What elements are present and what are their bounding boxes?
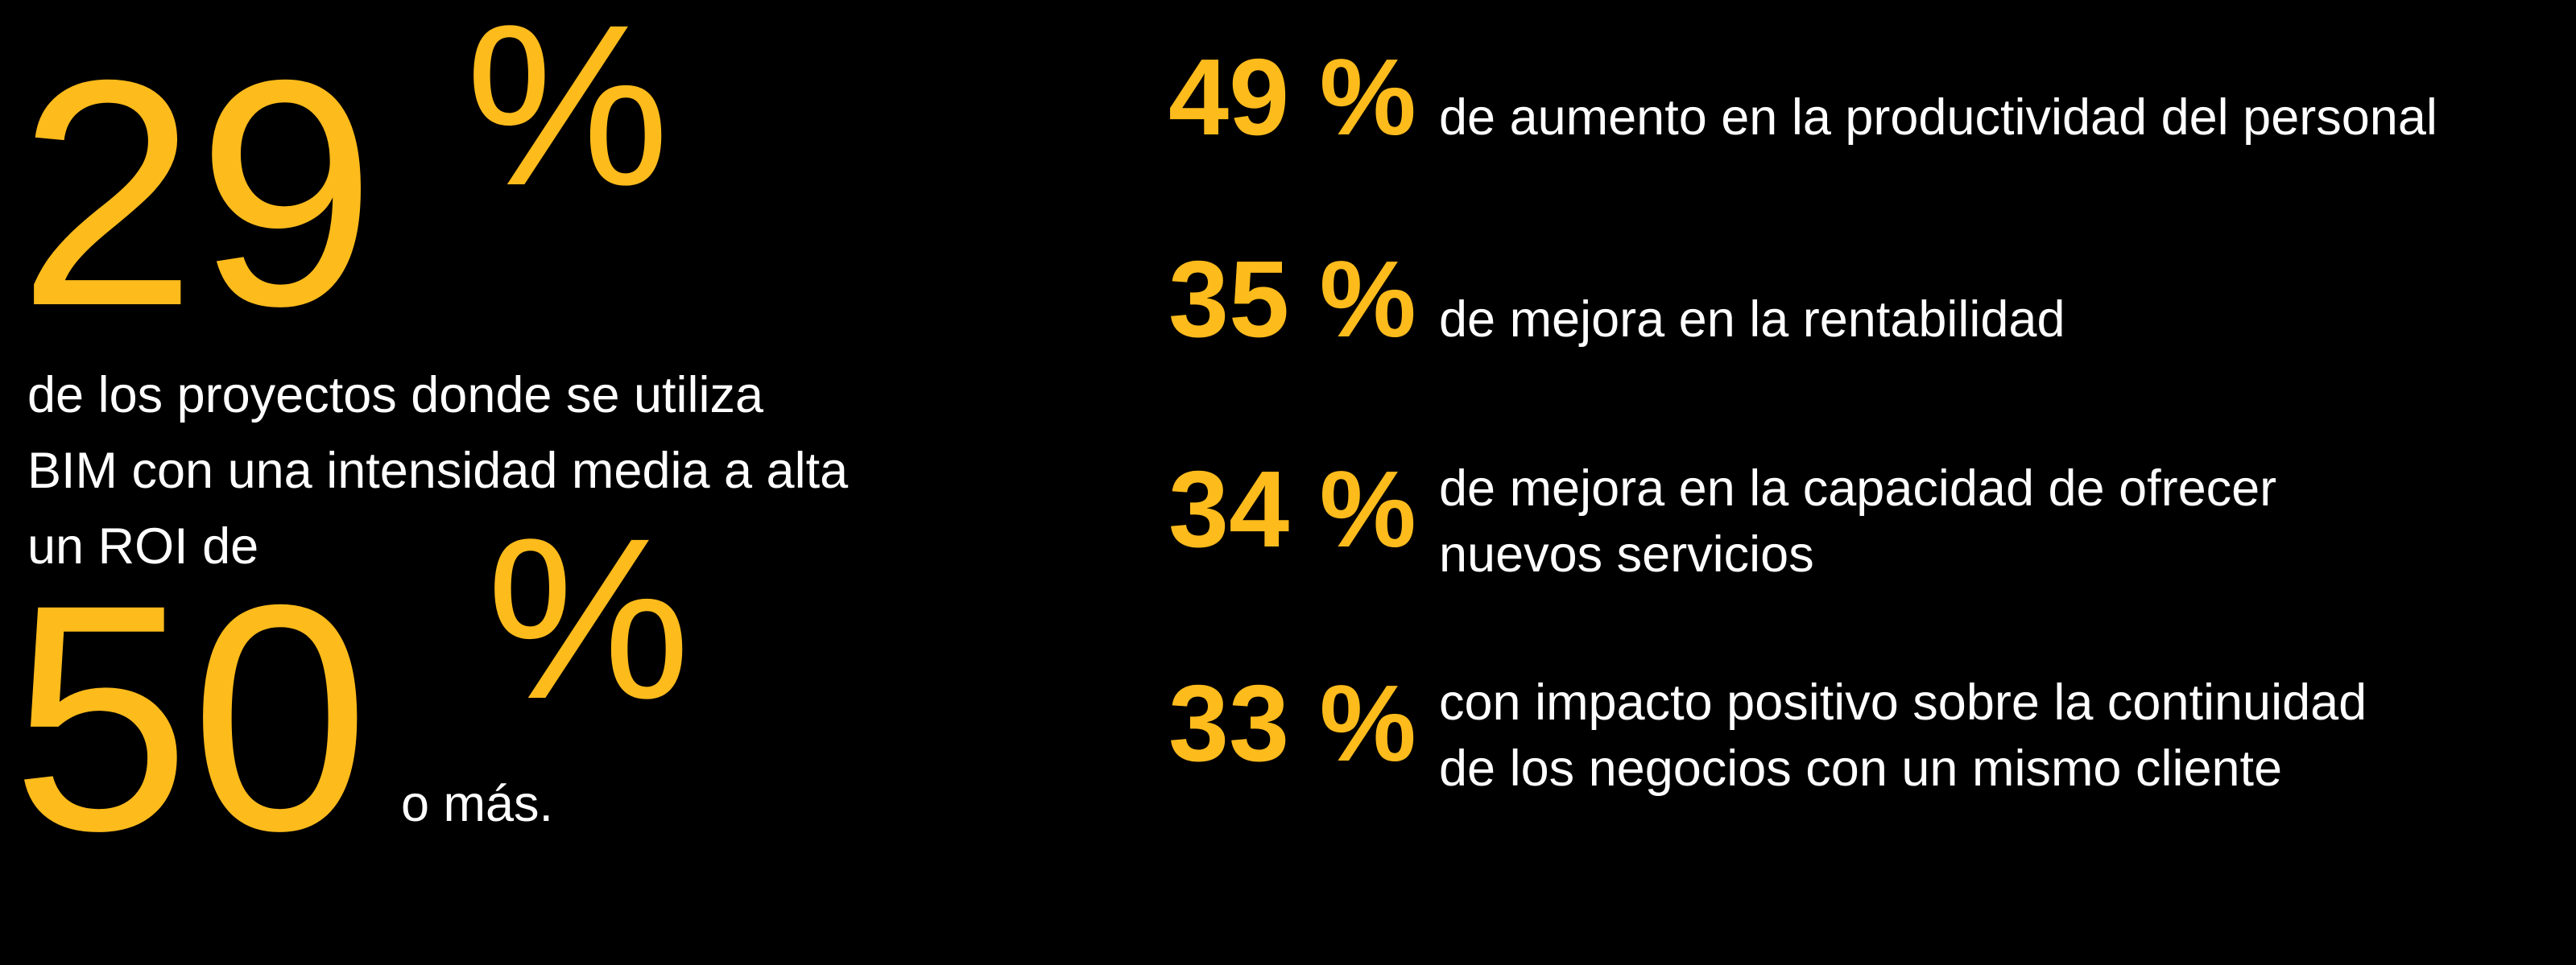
suffix-text: o más. [401, 776, 553, 832]
stat-description: nuevos servicios [1439, 526, 1814, 583]
big-number: 29 [18, 13, 376, 373]
stat-description: de mejora en la capacidad de ofrecer [1439, 460, 2276, 517]
body-text: de los proyectos donde se utiliza [27, 367, 764, 423]
stat-description: de aumento en la productividad del perso… [1439, 89, 2437, 146]
stat-value: 35 % [1168, 238, 1416, 360]
percent-sign: % [465, 0, 669, 233]
body-text: un ROI de [27, 518, 258, 575]
stat-value: 34 % [1168, 448, 1416, 570]
body-text: BIM con una intensidad media a alta [27, 443, 849, 499]
big-number: 50 [11, 538, 370, 897]
stat-description: de mejora en la rentabilidad [1439, 291, 2065, 348]
percent-sign: % [486, 491, 690, 747]
stat-description: de los negocios con un mismo cliente [1439, 740, 2282, 797]
stat-value: 33 % [1168, 662, 1416, 784]
stat-description: con impacto positivo sobre la continuida… [1439, 674, 2367, 731]
stats-list: 49 % de aumento en la productividad del p… [1168, 36, 2437, 797]
stat-value: 49 % [1168, 36, 1416, 158]
